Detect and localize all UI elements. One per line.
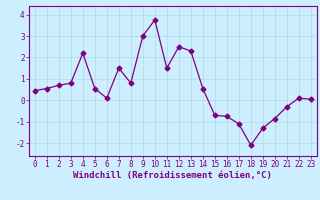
X-axis label: Windchill (Refroidissement éolien,°C): Windchill (Refroidissement éolien,°C) xyxy=(73,171,272,180)
